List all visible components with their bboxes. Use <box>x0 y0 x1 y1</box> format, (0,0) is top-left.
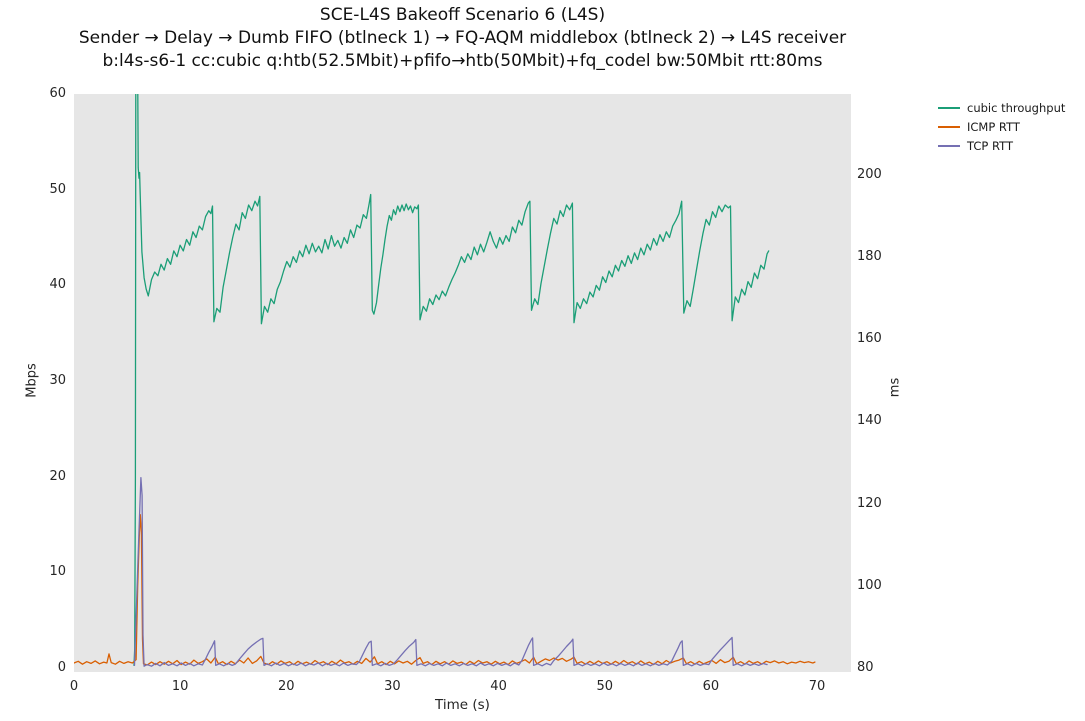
tick-label: 70 <box>808 679 826 694</box>
legend-line-swatch <box>938 126 960 128</box>
legend-line-swatch <box>938 145 960 147</box>
legend-item-cubic-throughput: cubic throughput <box>938 99 1065 117</box>
tick-label: 140 <box>857 413 882 429</box>
legend: cubic throughput ICMP RTT TCP RTT <box>938 99 1065 156</box>
tick-label: 0 <box>69 679 79 694</box>
series-line-icmp-rtt <box>74 514 816 666</box>
axis-label-mbps: Mbps <box>24 363 40 398</box>
tick-label: 40 <box>49 277 66 293</box>
tick-label: 80 <box>857 659 874 675</box>
tick-label: 50 <box>596 679 613 694</box>
tick-label: 0 <box>57 660 66 676</box>
legend-line-swatch <box>938 107 960 109</box>
tick-label: 200 <box>857 166 882 182</box>
chart-title-line-3: b:l4s-s6-1 cc:cubic q:htb(52.5Mbit)+pfif… <box>102 51 823 71</box>
tick-label: 160 <box>857 331 882 347</box>
chart-title-line-2: Sender → Delay → Dumb FIFO (btlneck 1) →… <box>78 28 847 48</box>
plot-background <box>74 94 851 672</box>
tick-label: 20 <box>278 679 295 694</box>
series-line-cubic-throughput <box>133 94 770 666</box>
legend-item-icmp-rtt: ICMP RTT <box>938 118 1065 136</box>
tick-label: 180 <box>857 249 882 265</box>
tick-label: 40 <box>490 679 507 694</box>
tick-label: 20 <box>49 468 66 484</box>
tick-label: 50 <box>49 181 66 197</box>
tick-label: 60 <box>702 679 720 694</box>
tick-label: 60 <box>49 86 66 101</box>
axis-label-ms: ms <box>887 377 903 398</box>
tick-label: 30 <box>49 373 66 389</box>
tick-label: 30 <box>384 679 401 694</box>
series-line-tcp-rtt <box>133 477 768 667</box>
legend-item-tcp-rtt: TCP RTT <box>938 137 1065 155</box>
chart-title-block: SCE-L4S Bakeoff Scenario 6 (L4S) Sender … <box>0 4 925 73</box>
tick-label: 120 <box>857 495 882 511</box>
legend-label: ICMP RTT <box>967 120 1020 134</box>
axis-label-time: Time (s) <box>435 697 490 713</box>
legend-label: TCP RTT <box>967 139 1013 153</box>
tick-label: 10 <box>49 564 66 580</box>
tick-label: 100 <box>857 577 882 593</box>
legend-label: cubic throughput <box>967 101 1066 115</box>
tick-label: 10 <box>171 679 189 694</box>
chart-title-line-1: SCE-L4S Bakeoff Scenario 6 (L4S) <box>319 5 606 25</box>
